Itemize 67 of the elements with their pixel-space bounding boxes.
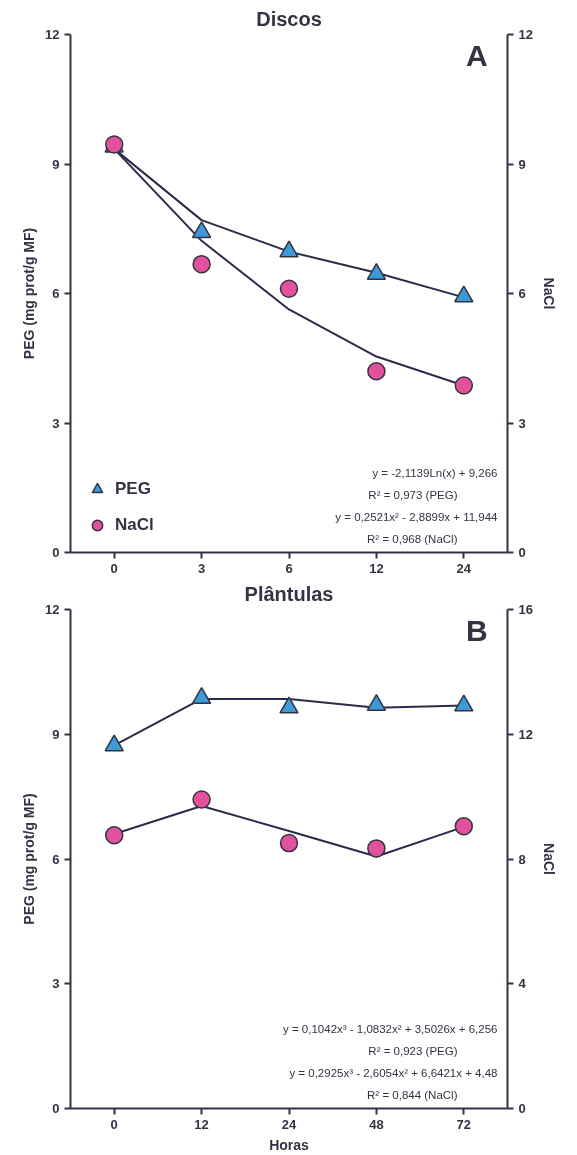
y2-tick-label: 9 xyxy=(518,156,526,172)
y-tick-label: 6 xyxy=(52,851,60,867)
annotation: y = 0,2521x² - 2,8899x + 11,944 xyxy=(335,510,499,523)
x-tick-label: 12 xyxy=(369,560,384,576)
point xyxy=(366,694,387,712)
point xyxy=(191,221,212,239)
annotation: R² = 0,923 (PEG) xyxy=(368,1044,458,1057)
y2-tick-label: 12 xyxy=(518,27,533,42)
x-axis-title: Horas xyxy=(269,1136,310,1153)
y-tick-label: 3 xyxy=(52,415,60,431)
y-tick-label: 3 xyxy=(52,976,60,992)
x-tick-label: 0 xyxy=(110,1116,118,1132)
y-tick-label: 0 xyxy=(52,545,60,560)
y2-tick-label: 0 xyxy=(518,545,526,560)
point xyxy=(192,790,211,809)
x-tick-label: 24 xyxy=(456,560,472,576)
annotation: B xyxy=(466,613,488,647)
point xyxy=(367,361,386,381)
y2-tick-label: 12 xyxy=(518,726,533,742)
x-tick-label: 0 xyxy=(110,560,118,576)
y-axis-title: PEG (mg prot/g MF) xyxy=(21,793,38,925)
point xyxy=(279,696,299,714)
annotation: A xyxy=(466,38,488,72)
chart-title: Plântulas xyxy=(244,582,334,605)
point xyxy=(192,254,211,274)
y-axis-title: PEG (mg prot/g MF) xyxy=(21,227,38,360)
annotation: R² = 0,973 (PEG) xyxy=(368,488,458,501)
y-tick-label: 12 xyxy=(45,602,60,617)
x-tick-label: 6 xyxy=(285,560,293,576)
point xyxy=(279,279,299,298)
x-tick-label: 24 xyxy=(281,1116,297,1132)
point xyxy=(367,839,386,858)
point xyxy=(454,376,474,395)
legend-label: PEG xyxy=(115,479,151,499)
y-tick-label: 9 xyxy=(52,156,60,172)
y2-tick-label: 4 xyxy=(518,976,527,992)
point xyxy=(454,285,474,303)
annotation: R² = 0,968 (NaCl) xyxy=(367,532,458,545)
point xyxy=(366,262,387,281)
point xyxy=(279,240,299,258)
point xyxy=(191,686,212,705)
annotation: R² = 0,844 (NaCl) xyxy=(367,1088,458,1101)
point xyxy=(104,826,124,845)
x-tick-label: 48 xyxy=(369,1116,384,1132)
annotation: y = 0,1042x³ - 1,0832x² + 3,5026x + 6,256 xyxy=(283,1022,498,1035)
point xyxy=(104,734,124,752)
annotation: y = -2,1139Ln(x) + 9,266 xyxy=(372,466,498,479)
x-tick-label: 12 xyxy=(194,1116,209,1132)
y2-tick-label: 6 xyxy=(518,286,526,301)
y2-tick-label: 8 xyxy=(518,851,526,867)
point xyxy=(279,833,299,853)
x-tick-label: 3 xyxy=(197,560,206,576)
y-tick-label: 6 xyxy=(52,286,60,301)
y2-tick-label: 3 xyxy=(518,415,526,431)
annotation: y = 0,2925x³ - 2,6054x² + 6,6421x + 4,48 xyxy=(289,1066,498,1079)
y2-axis-title: NaCl xyxy=(540,843,557,875)
y2-axis-title: NaCl xyxy=(540,277,557,310)
x-tick-label: 72 xyxy=(456,1116,472,1132)
chart-title: Discos xyxy=(256,7,322,30)
y2-tick-label: 16 xyxy=(518,602,533,617)
y-tick-label: 12 xyxy=(45,27,60,42)
y-tick-label: 0 xyxy=(52,1101,60,1116)
y2-tick-label: 0 xyxy=(518,1101,526,1116)
y-tick-label: 9 xyxy=(52,726,60,742)
point xyxy=(454,817,474,836)
point xyxy=(454,694,474,712)
legend-label: NaCl xyxy=(115,515,154,535)
